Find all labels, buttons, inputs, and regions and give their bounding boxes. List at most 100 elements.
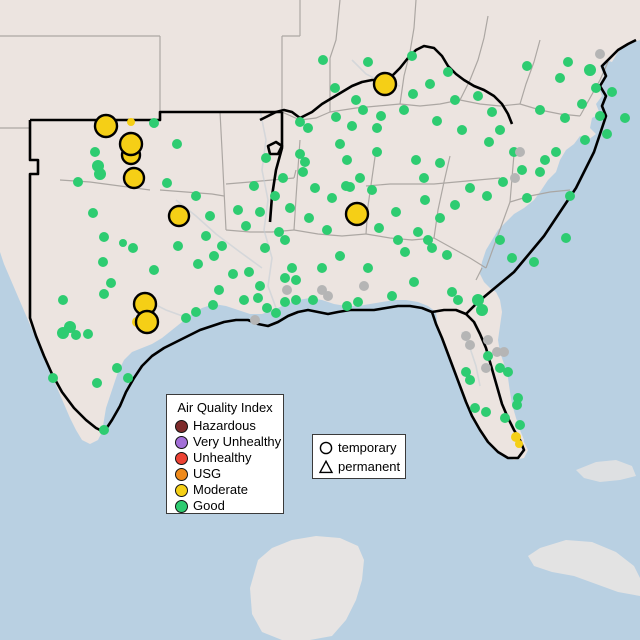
monitor-marker-good[interactable] xyxy=(94,168,106,180)
monitor-marker-good[interactable] xyxy=(450,95,460,105)
aqi-legend-row[interactable]: Moderate xyxy=(175,482,275,498)
monitor-marker-good[interactable] xyxy=(214,285,224,295)
monitor-marker-good[interactable] xyxy=(291,295,301,305)
monitor-marker-good[interactable] xyxy=(262,303,272,313)
monitor-marker-good[interactable] xyxy=(280,273,290,283)
monitor-marker-good[interactable] xyxy=(112,363,122,373)
monitor-marker-good[interactable] xyxy=(470,403,480,413)
monitor-marker-good[interactable] xyxy=(495,125,505,135)
monitor-marker-good[interactable] xyxy=(432,116,442,126)
monitor-marker-good[interactable] xyxy=(443,67,453,77)
data-point-layer[interactable] xyxy=(48,49,630,448)
monitor-marker-good[interactable] xyxy=(335,251,345,261)
monitor-marker-good[interactable] xyxy=(565,191,575,201)
monitor-marker-nodata[interactable] xyxy=(282,285,292,295)
monitor-marker-good[interactable] xyxy=(407,51,417,61)
monitor-marker-good[interactable] xyxy=(580,135,590,145)
monitor-marker-good[interactable] xyxy=(507,253,517,263)
monitor-marker-good[interactable] xyxy=(465,183,475,193)
monitor-marker-good[interactable] xyxy=(472,294,484,306)
monitor-marker-good[interactable] xyxy=(500,413,510,423)
monitor-marker-good[interactable] xyxy=(495,363,505,373)
monitor-marker-moderate[interactable] xyxy=(515,440,523,448)
monitor-marker-good[interactable] xyxy=(400,247,410,257)
monitor-marker-good[interactable] xyxy=(261,153,271,163)
monitor-marker-good[interactable] xyxy=(181,313,191,323)
monitor-marker-good[interactable] xyxy=(57,327,69,339)
monitor-marker-nodata[interactable] xyxy=(492,347,502,357)
monitor-marker-good[interactable] xyxy=(304,213,314,223)
monitor-marker-good[interactable] xyxy=(217,241,227,251)
monitor-marker-nodata[interactable] xyxy=(515,147,525,157)
aqi-legend-row[interactable]: Unhealthy xyxy=(175,450,275,466)
monitor-marker-good[interactable] xyxy=(555,73,565,83)
monitor-marker-good[interactable] xyxy=(476,304,488,316)
monitor-marker-good[interactable] xyxy=(295,117,305,127)
monitor-marker-good[interactable] xyxy=(522,193,532,203)
monitor-marker-good[interactable] xyxy=(577,99,587,109)
monitor-marker-good[interactable] xyxy=(285,203,295,213)
monitor-marker-good[interactable] xyxy=(162,178,172,188)
monitor-marker-good[interactable] xyxy=(173,241,183,251)
monitor-marker-good[interactable] xyxy=(255,207,265,217)
monitor-marker-moderate[interactable] xyxy=(118,131,144,157)
monitor-marker-good[interactable] xyxy=(355,173,365,183)
aqi-legend-row[interactable]: Hazardous xyxy=(175,418,275,434)
monitor-marker-good[interactable] xyxy=(367,185,377,195)
aqi-legend-row[interactable]: USG xyxy=(175,466,275,482)
monitor-marker-good[interactable] xyxy=(393,235,403,245)
shape-legend-row[interactable]: temporary xyxy=(318,438,400,457)
monitor-marker-moderate[interactable] xyxy=(93,113,119,139)
monitor-marker-good[interactable] xyxy=(435,213,445,223)
monitor-marker-good[interactable] xyxy=(255,281,265,291)
monitor-marker-good[interactable] xyxy=(399,105,409,115)
monitor-marker-good[interactable] xyxy=(58,295,68,305)
monitor-marker-good[interactable] xyxy=(387,291,397,301)
monitor-marker-good[interactable] xyxy=(411,155,421,165)
monitor-marker-good[interactable] xyxy=(620,113,630,123)
monitor-marker-good[interactable] xyxy=(253,293,263,303)
monitor-marker-good[interactable] xyxy=(318,55,328,65)
monitor-marker-good[interactable] xyxy=(529,257,539,267)
monitor-marker-good[interactable] xyxy=(484,137,494,147)
monitor-marker-good[interactable] xyxy=(278,173,288,183)
monitor-marker-good[interactable] xyxy=(391,207,401,217)
monitor-marker-moderate[interactable] xyxy=(134,309,160,335)
monitor-marker-good[interactable] xyxy=(106,278,116,288)
monitor-marker-good[interactable] xyxy=(128,243,138,253)
monitor-marker-good[interactable] xyxy=(522,61,532,71)
monitor-marker-nodata[interactable] xyxy=(510,173,520,183)
monitor-marker-good[interactable] xyxy=(228,269,238,279)
monitor-marker-good[interactable] xyxy=(322,225,332,235)
monitor-marker-good[interactable] xyxy=(461,367,471,377)
monitor-marker-good[interactable] xyxy=(99,425,109,435)
monitor-marker-good[interactable] xyxy=(233,205,243,215)
monitor-marker-good[interactable] xyxy=(363,57,373,67)
monitor-marker-good[interactable] xyxy=(535,105,545,115)
monitor-marker-good[interactable] xyxy=(191,191,201,201)
monitor-marker-good[interactable] xyxy=(249,181,259,191)
monitor-marker-good[interactable] xyxy=(280,235,290,245)
monitor-marker-good[interactable] xyxy=(442,250,452,260)
monitor-marker-good[interactable] xyxy=(560,113,570,123)
monitor-marker-good[interactable] xyxy=(191,307,201,317)
monitor-marker-good[interactable] xyxy=(561,233,571,243)
monitor-marker-good[interactable] xyxy=(453,295,463,305)
monitor-marker-good[interactable] xyxy=(591,83,601,93)
monitor-marker-nodata[interactable] xyxy=(595,49,605,59)
monitor-marker-good[interactable] xyxy=(495,235,505,245)
monitor-marker-good[interactable] xyxy=(310,183,320,193)
monitor-marker-good[interactable] xyxy=(342,301,352,311)
monitor-marker-good[interactable] xyxy=(503,367,513,377)
monitor-marker-good[interactable] xyxy=(298,167,308,177)
monitor-marker-good[interactable] xyxy=(425,79,435,89)
monitor-marker-good[interactable] xyxy=(551,147,561,157)
monitor-marker-good[interactable] xyxy=(498,177,508,187)
monitor-marker-good[interactable] xyxy=(280,297,290,307)
monitor-marker-good[interactable] xyxy=(420,195,430,205)
shape-legend-row[interactable]: permanent xyxy=(318,457,400,476)
monitor-marker-good[interactable] xyxy=(413,227,423,237)
monitor-marker-nodata[interactable] xyxy=(323,291,333,301)
monitor-marker-good[interactable] xyxy=(73,177,83,187)
